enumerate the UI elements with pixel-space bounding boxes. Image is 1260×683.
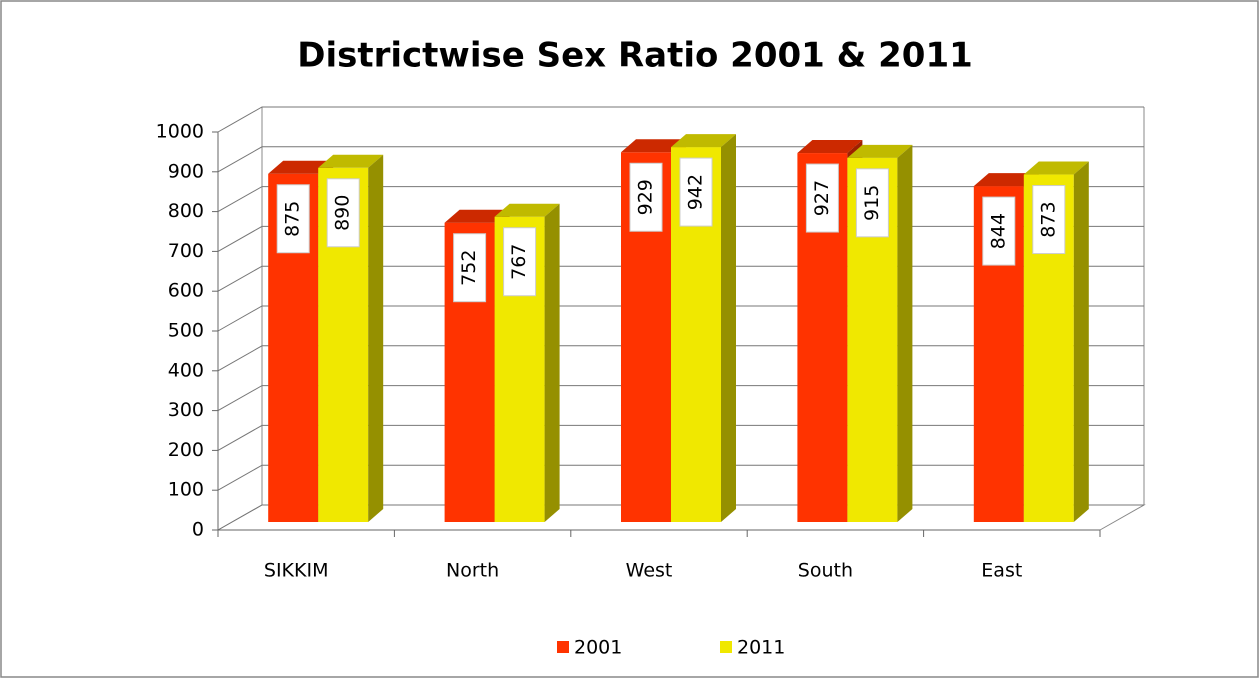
bar-side (368, 154, 384, 522)
value-label-box (805, 163, 839, 233)
legend-swatch (720, 641, 732, 653)
value-label: 890 (332, 195, 354, 231)
bar-side (544, 203, 560, 522)
y-tick-label: 300 (168, 399, 204, 421)
y-tick-label: 200 (168, 439, 204, 461)
value-label-box (503, 227, 537, 297)
chart-title: Districtwise Sex Ratio 2001 & 2011 (297, 36, 973, 76)
bar-top (1023, 161, 1089, 175)
value-label: 873 (1037, 201, 1059, 237)
bar-top (268, 160, 334, 174)
y-tick-label: 700 (168, 240, 204, 262)
y-tick-label: 600 (168, 280, 204, 302)
value-label: 844 (987, 213, 1009, 249)
bar-top (847, 144, 913, 158)
y-tick-label: 800 (168, 200, 204, 222)
bar-side (721, 134, 736, 523)
y-tick-label: 0 (192, 519, 204, 541)
grid-line (217, 106, 1144, 133)
value-label-box (629, 162, 663, 232)
value-label-box (326, 178, 360, 248)
y-tick-label: 500 (168, 320, 204, 342)
x-tick-label: SIKKIM (264, 560, 329, 582)
value-label: 927 (811, 180, 833, 216)
x-tick-label: South (798, 560, 853, 582)
value-label: 767 (508, 244, 530, 280)
value-label: 942 (685, 174, 707, 210)
bar-top (318, 154, 384, 168)
value-label: 875 (282, 201, 304, 237)
bar (268, 160, 334, 522)
y-tick-label: 900 (168, 160, 204, 182)
bar-top (973, 173, 1039, 187)
bar-top (797, 140, 863, 154)
x-tick-label: North (446, 560, 499, 582)
legend-label: 2001 (574, 637, 622, 659)
x-tick-label: East (981, 560, 1022, 582)
value-label-box (679, 157, 713, 227)
bar-top (494, 203, 560, 217)
value-label: 915 (861, 185, 883, 221)
bar (494, 203, 560, 522)
bar-side (1073, 161, 1089, 522)
bar-top (671, 134, 736, 148)
value-label: 752 (458, 250, 480, 286)
bar-top (444, 209, 510, 223)
y-tick-label: 100 (168, 479, 204, 501)
value-label-box (855, 168, 889, 238)
bar-top (621, 139, 686, 153)
x-tick-label: West (626, 560, 673, 582)
value-label-box (982, 196, 1016, 266)
value-label-box (276, 184, 310, 254)
value-label-box (1032, 185, 1066, 255)
value-label: 929 (635, 179, 657, 215)
y-tick-label: 400 (168, 359, 204, 381)
legend-label: 2011 (737, 637, 785, 659)
value-label-box (453, 233, 487, 303)
legend-swatch (557, 641, 569, 653)
y-tick-label: 1000 (156, 121, 204, 143)
bar-side (897, 144, 913, 522)
